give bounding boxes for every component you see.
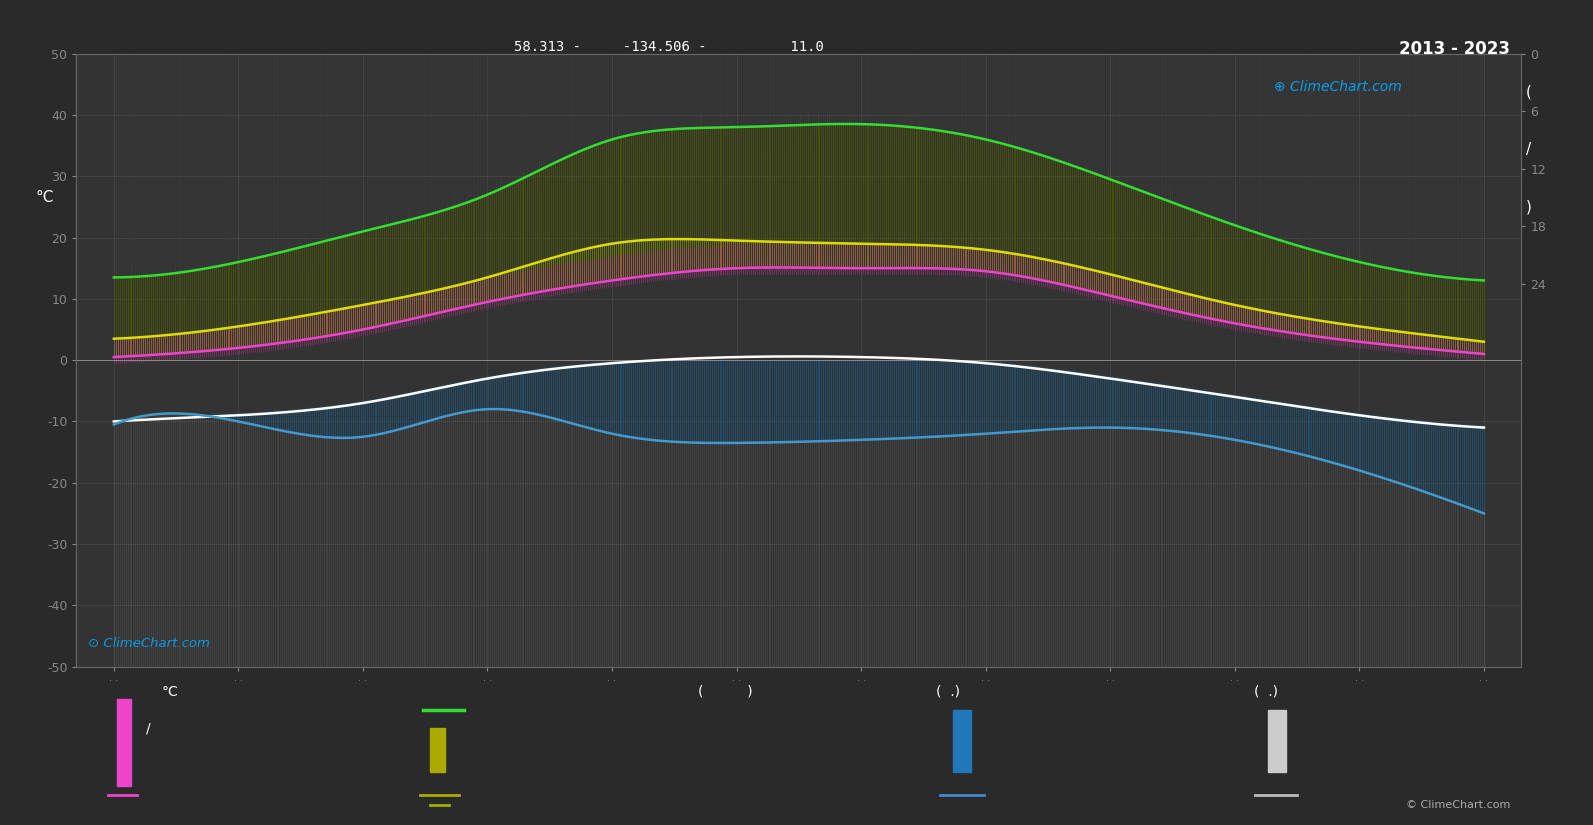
Bar (954, 710, 970, 771)
Text: (  .): ( .) (937, 685, 961, 699)
Bar (430, 728, 444, 771)
Bar (116, 699, 131, 786)
Text: ⊕ ClimeChart.com: ⊕ ClimeChart.com (1274, 80, 1402, 93)
Text: ): ) (1526, 200, 1532, 215)
Text: ⊙ ClimeChart.com: ⊙ ClimeChart.com (88, 637, 210, 650)
Text: 2013 - 2023: 2013 - 2023 (1399, 40, 1510, 58)
Text: © ClimeChart.com: © ClimeChart.com (1405, 800, 1510, 810)
Text: °C: °C (162, 685, 178, 699)
Bar (1268, 710, 1286, 771)
Text: (: ( (1526, 84, 1532, 100)
Text: /: / (1526, 142, 1531, 157)
Text: 58.313 -     -134.506 -          11.0: 58.313 - -134.506 - 11.0 (515, 40, 824, 54)
Text: /: / (147, 721, 150, 735)
Text: °C: °C (35, 191, 54, 205)
Text: (  .): ( .) (1254, 685, 1278, 699)
Text: (          ): ( ) (698, 685, 752, 699)
